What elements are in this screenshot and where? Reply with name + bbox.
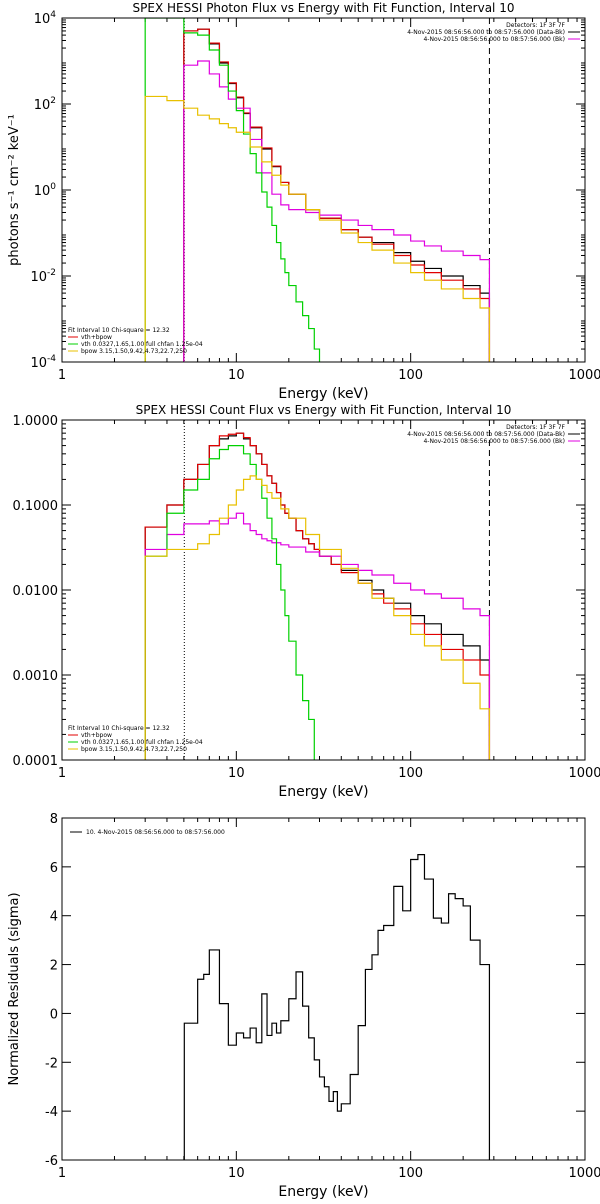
series-vth: [145, 18, 319, 362]
y-tick-label: 10-4: [30, 354, 56, 371]
plot-frame: [62, 818, 585, 1160]
series-data: [184, 29, 490, 362]
y-tick-base: 10: [30, 356, 47, 371]
y-tick-label: 0: [50, 1007, 58, 1022]
y-tick-label: -6: [45, 1154, 58, 1169]
x-tick-label: 100: [398, 1166, 423, 1181]
x-axis-label: Energy (keV): [278, 1184, 368, 1200]
chart-3: 1 10 100 1000 -6 -4 -2 0 2 4 6 8 Energy (keV) Normali…: [7, 812, 600, 1200]
chart-title: SPEX HESSI Count Flux vs Energy with Fit…: [136, 403, 512, 417]
legend-top-entry: Detectors: 1F 3F 7F: [506, 424, 565, 431]
y-tick-label: 6: [50, 861, 58, 876]
y-tick-label: 102: [34, 96, 56, 113]
legend-top-entry: 4-Nov-2015 08:56:56.000 to 08:57:56.000 …: [407, 431, 565, 438]
legend-bottom-entry: vth 0.0327,1.65,1.00 full chfan 1.25e-04: [81, 739, 203, 746]
legend-bottom-entry: Fit Interval 10 Chi-square = 12.32: [68, 725, 170, 732]
plot-frame: [62, 420, 585, 760]
series-bpow: [145, 96, 489, 362]
legend-bottom-entry: bpow 3.15,1.50,9.42,4.73,22.7,250: [81, 746, 187, 753]
y-tick-label: -2: [45, 1056, 58, 1071]
y-tick-exponent: 4: [50, 10, 56, 20]
y-tick-base: 10: [30, 270, 47, 285]
legend-bottom-entry: Fit Interval 10 Chi-square = 12.32: [68, 327, 170, 334]
x-tick-label: 10: [228, 368, 245, 383]
chart-title: SPEX HESSI Photon Flux vs Energy with Fi…: [133, 1, 515, 15]
series-group: [145, 433, 489, 760]
y-tick-label: 0.0100: [13, 584, 59, 599]
x-tick-label: 100: [398, 766, 423, 781]
y-tick-base: 10: [34, 98, 51, 113]
x-tick-label: 1: [58, 1166, 66, 1181]
series-background: [184, 61, 490, 362]
series-data: [145, 433, 489, 760]
series-fit_total: [184, 29, 490, 362]
x-tick-label: 1000: [568, 368, 600, 383]
legend-bottom-entry: vth 0.0327,1.65,1.00 full chfan 1.25e-04: [81, 341, 203, 348]
y-tick-label: 104: [34, 10, 57, 27]
x-axis-label: Energy (keV): [278, 386, 368, 402]
y-tick-label: 0.0010: [13, 669, 59, 684]
y-tick-label: -4: [45, 1105, 58, 1120]
x-tick-label: 10: [228, 766, 245, 781]
legend-bottom-entry: bpow 3.15,1.50,9.42,4.73,22.7,250: [81, 348, 187, 355]
series-background: [145, 513, 489, 760]
legend-top-entry: 4-Nov-2015 08:56:56.000 to 08:57:56.000 …: [423, 36, 565, 43]
series-group: [184, 855, 489, 1160]
y-tick-exponent: -2: [47, 268, 56, 278]
y-tick-label: 2: [50, 959, 58, 974]
plot-frame: [62, 18, 585, 362]
y-tick-base: 10: [34, 184, 51, 199]
y-tick-label: 8: [50, 812, 58, 827]
series-bpow: [145, 476, 489, 760]
chart-2: SPEX HESSI Count Flux vs Energy with Fit…: [13, 403, 600, 800]
x-tick-label: 100: [398, 368, 423, 383]
legend-bottom-entry: vth+bpow: [81, 732, 112, 739]
y-tick-label: 0.0001: [13, 754, 59, 769]
legend-entry: 10. 4-Nov-2015 08:56:56.000 to 08:57:56.…: [86, 829, 225, 836]
y-tick-label: 4: [50, 910, 58, 925]
y-tick-label: 0.1000: [13, 499, 59, 514]
y-tick-label: 10-2: [30, 268, 56, 285]
y-tick-label: 1.0000: [13, 414, 59, 429]
x-tick-label: 1: [58, 766, 66, 781]
y-tick-exponent: 0: [50, 182, 56, 192]
y-axis-label: photons s⁻¹ cm⁻² keV⁻¹: [7, 114, 22, 266]
legend-bottom-entry: vth+bpow: [81, 334, 112, 341]
y-tick-exponent: -4: [47, 354, 56, 364]
y-tick-base: 10: [34, 12, 51, 27]
series-vth: [145, 446, 314, 760]
x-tick-label: 1000: [568, 1166, 600, 1181]
y-axis-label: Normalized Residuals (sigma): [7, 892, 22, 1085]
x-tick-label: 10: [228, 1166, 245, 1181]
legend-top-entry: 4-Nov-2015 08:56:56.000 to 08:57:56.000 …: [423, 438, 565, 445]
series-data: [184, 855, 489, 1160]
y-tick-label: 100: [34, 182, 57, 199]
series-group: [145, 18, 489, 362]
series-fit_total: [145, 433, 489, 760]
legend-top-entry: 4-Nov-2015 08:56:56.000 to 08:57:56.000 …: [407, 29, 565, 36]
x-tick-label: 1: [58, 368, 66, 383]
chart-1: SPEX HESSI Photon Flux vs Energy with Fi…: [7, 1, 600, 402]
x-axis-label: Energy (keV): [278, 784, 368, 800]
legend-top-entry: Detectors: 1F 3F 7F: [506, 22, 565, 29]
y-tick-exponent: 2: [50, 96, 56, 106]
x-tick-label: 1000: [568, 766, 600, 781]
